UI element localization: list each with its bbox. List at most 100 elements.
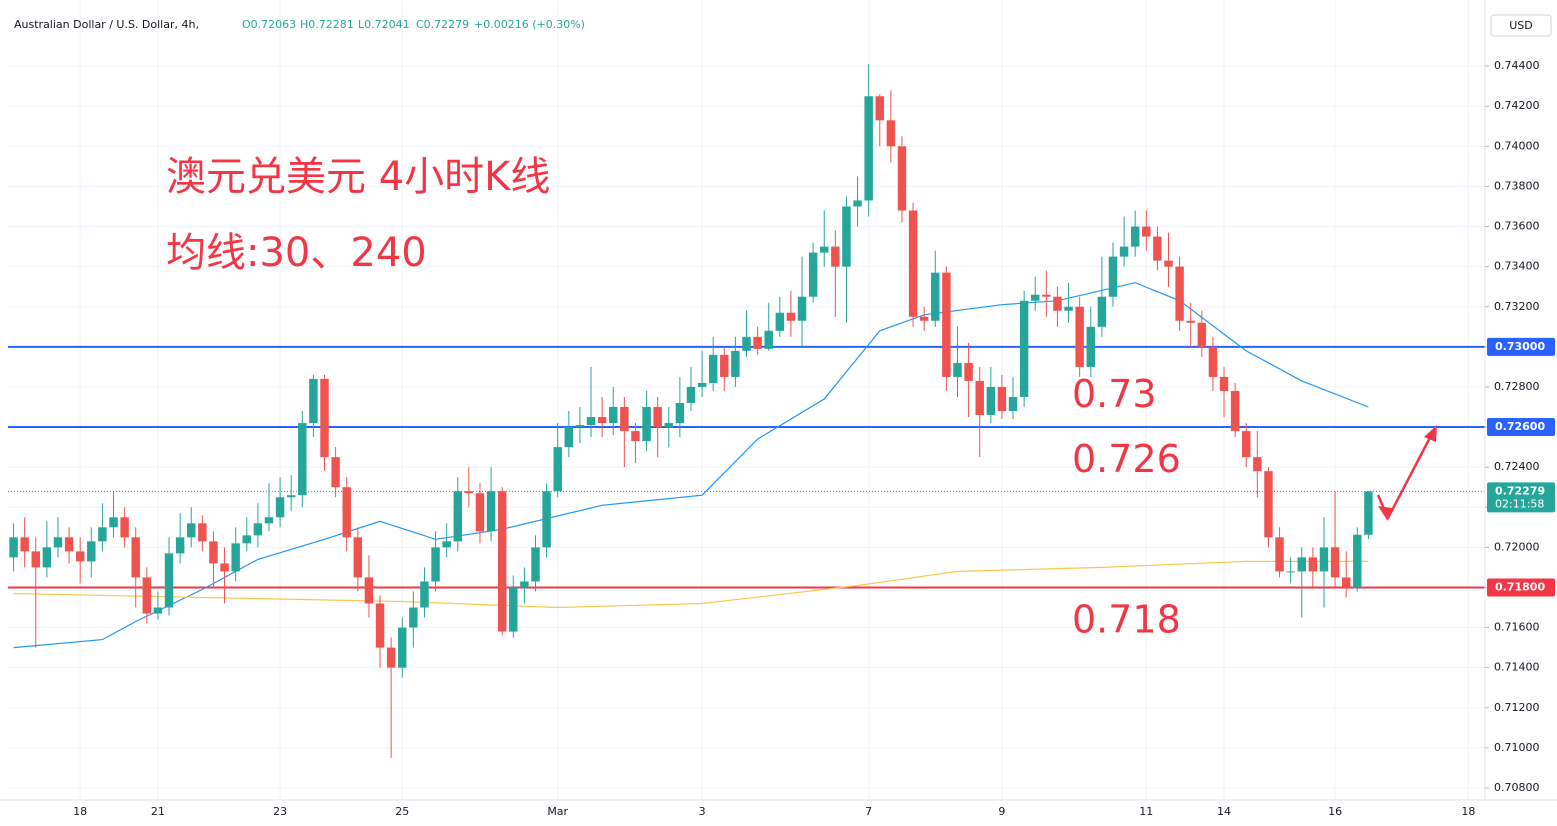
header-close: C0.72279 (416, 18, 469, 31)
candle-body (786, 312, 796, 321)
candle-body (298, 423, 307, 496)
x-tick-label: 23 (273, 805, 287, 818)
x-tick-label: 21 (151, 805, 165, 818)
moving-average (13, 560, 1369, 609)
candle-body (375, 603, 385, 648)
candle-body (686, 386, 696, 403)
candle-body (1019, 300, 1029, 397)
candle-body (164, 553, 174, 608)
candle-body (620, 407, 629, 432)
candle-body (264, 517, 274, 524)
candle-body (53, 537, 63, 548)
candle-body (497, 491, 507, 632)
candle-body (353, 537, 363, 578)
annotation-ma: 均线:30、240 (166, 230, 427, 276)
candle-body (1319, 547, 1329, 572)
candle-body (842, 206, 851, 267)
x-tick-label: 11 (1139, 805, 1153, 818)
y-tick-label: 0.74200 (1494, 99, 1540, 112)
x-tick-label: 16 (1328, 805, 1342, 818)
candle-body (1253, 457, 1262, 472)
y-tick-label: 0.73800 (1494, 179, 1540, 192)
candle-body (1153, 236, 1162, 261)
candle-body (475, 493, 485, 532)
candle-body (1064, 306, 1073, 311)
x-tick-label: 3 (699, 805, 706, 818)
candle-body (1364, 491, 1373, 535)
candle-body (664, 423, 673, 428)
candle-body (442, 541, 451, 548)
arrow-head (1378, 506, 1392, 520)
candle-body (320, 378, 329, 458)
candle-body (220, 563, 229, 572)
candle-body (87, 541, 96, 562)
level-annotation: 0.73 (1072, 372, 1157, 416)
candle-body (531, 547, 540, 582)
candle-body (520, 581, 529, 588)
levels: 0.73 0.726 0.718 (8, 345, 1485, 641)
header-change: +0.00216 (+0.30%) (474, 18, 585, 31)
candle-body (9, 537, 18, 558)
y-tick-label: 0.72800 (1494, 380, 1540, 393)
candle-body (1075, 306, 1084, 367)
candle-body (364, 577, 374, 604)
candle-body (98, 527, 107, 542)
candle-body (853, 200, 862, 207)
arrow (1376, 425, 1437, 521)
candle-body (1008, 396, 1018, 412)
x-tick-label: Mar (547, 805, 568, 818)
candle-body (1097, 296, 1107, 327)
candle-body (586, 417, 596, 426)
x-tick-label: 14 (1217, 805, 1231, 818)
candle-body (986, 386, 996, 416)
chart-title: Australian Dollar / U.S. Dollar, 4h, (14, 18, 199, 31)
candle-body (142, 577, 152, 614)
candle-body (1330, 547, 1340, 578)
candles (9, 64, 1373, 758)
currency: USD (1509, 19, 1533, 32)
candle-body (997, 386, 1007, 412)
level-tag (1487, 578, 1555, 597)
level-tag-label: 0.71800 (1495, 580, 1545, 593)
candle-body (131, 537, 140, 578)
candle-body (764, 330, 773, 349)
candle-body (919, 316, 929, 321)
y-tick-label: 0.71000 (1494, 741, 1540, 754)
candle-body (1242, 431, 1251, 458)
arrow-path (1376, 427, 1437, 521)
candle-body (75, 551, 85, 562)
candle-body (1186, 320, 1195, 323)
candle-body (742, 336, 751, 351)
currency-box (1490, 14, 1552, 37)
candle-body (597, 417, 607, 424)
candle-body (209, 541, 218, 564)
x-tick-label: 25 (395, 805, 409, 818)
candle-body (386, 647, 396, 668)
candle-body (731, 350, 740, 377)
candle-body (42, 547, 52, 568)
candle-body (553, 447, 562, 492)
level-annotation: 0.718 (1072, 597, 1181, 641)
candle-body (1286, 571, 1295, 573)
moving-average (13, 282, 1369, 649)
candle-body (708, 354, 718, 383)
candle-body (1175, 266, 1184, 321)
candle-body (187, 523, 196, 538)
candle-body (198, 523, 207, 542)
candle-body (1308, 557, 1318, 572)
y-tick-label: 0.72400 (1494, 460, 1540, 473)
candle-body (64, 537, 74, 552)
candle-body (942, 272, 951, 377)
y-tick-label: 0.70800 (1494, 781, 1540, 794)
candle-body (564, 427, 574, 448)
y-tick-label: 0.74000 (1494, 139, 1540, 152)
x-tick-label: 7 (865, 805, 872, 818)
candle-body (908, 210, 918, 317)
candle-body (642, 407, 651, 442)
candle-body (242, 535, 251, 544)
candle-body (1119, 246, 1129, 257)
candle-body (575, 425, 585, 428)
candle-body (286, 495, 296, 498)
